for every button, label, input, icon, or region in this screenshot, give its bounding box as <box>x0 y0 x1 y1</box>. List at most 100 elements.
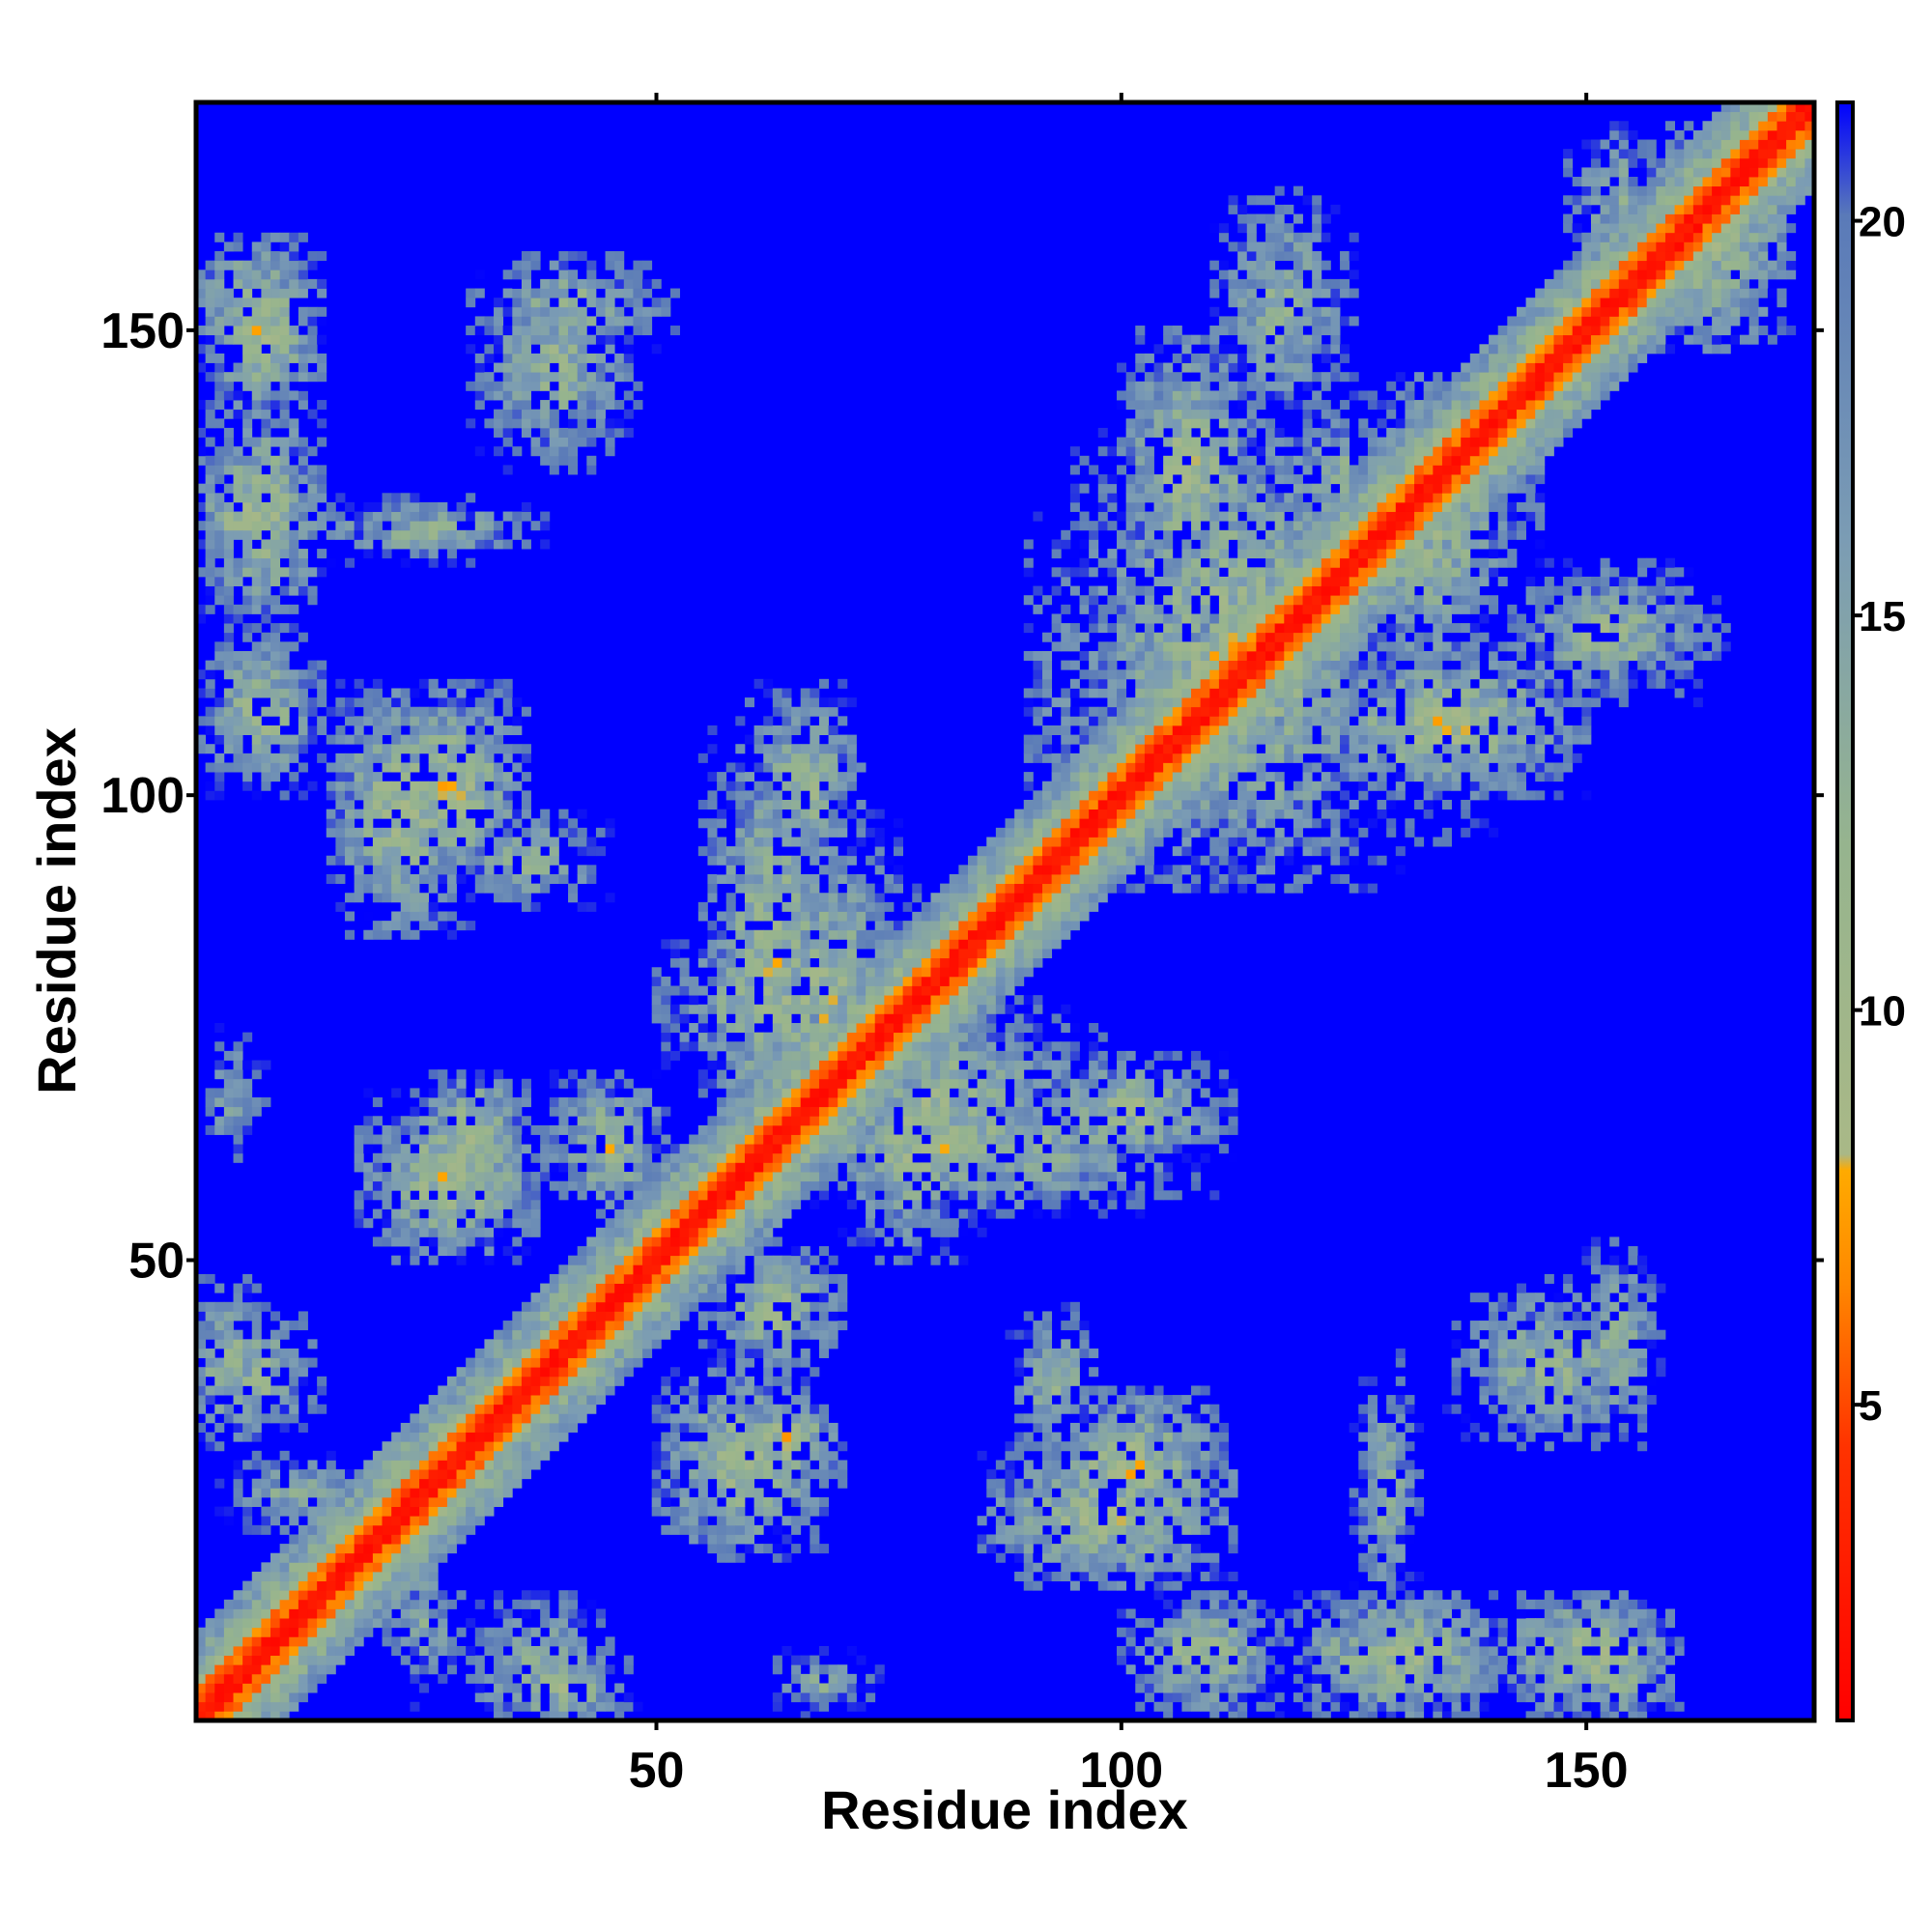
heatmap-cell <box>642 1301 653 1312</box>
heatmap-cell <box>568 827 579 838</box>
heatmap-cell <box>251 790 262 801</box>
heatmap-cell <box>549 372 559 383</box>
heatmap-cell <box>419 911 430 922</box>
heatmap-cell <box>512 306 523 317</box>
heatmap-cell <box>474 1134 485 1145</box>
heatmap-cell <box>205 1106 215 1117</box>
heatmap-cell <box>725 1544 736 1554</box>
heatmap-cell <box>502 1655 513 1665</box>
heatmap-cell <box>697 1311 708 1321</box>
heatmap-cell <box>317 1404 327 1414</box>
heatmap-cell <box>772 1004 782 1014</box>
heatmap-cell <box>289 744 299 754</box>
heatmap-cell <box>205 762 215 773</box>
heatmap-cell <box>633 298 643 308</box>
heatmap-cell <box>791 1311 802 1321</box>
heatmap-cell <box>707 827 718 838</box>
heatmap-cell <box>800 1152 810 1163</box>
heatmap-cell <box>251 1645 262 1657</box>
heatmap-cell <box>642 1190 653 1201</box>
heatmap-cell <box>818 837 829 847</box>
heatmap-cell <box>818 697 829 708</box>
heatmap-cell <box>205 669 215 680</box>
heatmap-cell <box>494 1190 504 1201</box>
heatmap-cell <box>214 474 225 485</box>
heatmap-cell <box>391 1618 402 1629</box>
heatmap-cell <box>438 1124 448 1135</box>
heatmap-cell <box>810 1004 820 1014</box>
heatmap-cell <box>772 1348 782 1358</box>
heatmap-cell <box>800 1283 810 1293</box>
heatmap-cell <box>466 493 476 503</box>
heatmap-cell <box>466 716 476 726</box>
heatmap-cell <box>270 641 281 652</box>
heatmap-cell <box>717 1152 727 1163</box>
heatmap-cell <box>419 1478 430 1489</box>
heatmap-cell <box>866 911 876 922</box>
heatmap-cell <box>866 1069 876 1080</box>
heatmap-cell <box>446 1534 457 1545</box>
heatmap-cell <box>902 949 913 959</box>
heatmap-cell <box>502 688 513 698</box>
heatmap-cell <box>233 465 243 475</box>
heatmap-cell <box>614 326 625 336</box>
heatmap-cell <box>577 1645 587 1657</box>
heatmap-cell <box>270 1552 281 1563</box>
heatmap-cell <box>800 1496 810 1507</box>
heatmap-cell <box>744 1190 754 1201</box>
heatmap-cell <box>279 1618 290 1629</box>
heatmap-cell <box>651 1404 662 1414</box>
heatmap-cell <box>772 1273 782 1284</box>
heatmap-cell <box>800 1069 810 1080</box>
heatmap-cell <box>744 1032 754 1042</box>
heatmap-cell <box>884 1190 895 1201</box>
heatmap-cell <box>725 1534 736 1545</box>
heatmap-cell <box>446 1395 457 1406</box>
heatmap-cell <box>298 762 308 773</box>
heatmap-cell <box>772 976 782 986</box>
heatmap-cell <box>856 1069 867 1080</box>
heatmap-cell <box>633 270 643 280</box>
heatmap-cell <box>568 1357 579 1368</box>
heatmap-cell <box>697 1190 708 1201</box>
heatmap-cell <box>772 1116 782 1126</box>
heatmap-cell <box>577 306 587 317</box>
heatmap-cell <box>800 1395 810 1406</box>
heatmap-cell <box>242 1516 253 1526</box>
heatmap-cell <box>372 1580 383 1591</box>
heatmap-cell <box>251 595 262 606</box>
heatmap-cell <box>410 1552 420 1563</box>
heatmap-cell <box>270 1692 281 1703</box>
heatmap-cell <box>419 865 430 875</box>
heatmap-cell <box>874 827 885 838</box>
heatmap-cell <box>568 818 579 829</box>
heatmap-cell <box>577 1636 587 1647</box>
heatmap-cell <box>781 1293 792 1303</box>
heatmap-cell <box>335 1488 346 1498</box>
heatmap-cell <box>196 400 207 411</box>
heatmap-cell <box>707 1124 718 1135</box>
heatmap-cell <box>846 1116 857 1126</box>
heatmap-cell <box>400 1580 411 1591</box>
heatmap-cell <box>679 1152 690 1163</box>
heatmap-cell <box>717 1264 727 1275</box>
heatmap-cell <box>502 1348 513 1358</box>
heatmap-cell <box>410 1580 420 1591</box>
heatmap-cell <box>307 483 318 494</box>
heatmap-cell <box>614 1264 625 1275</box>
heatmap-cell <box>818 753 829 763</box>
heatmap-cell <box>307 1506 318 1517</box>
heatmap-cell <box>577 846 587 857</box>
heatmap-cell <box>400 697 411 708</box>
heatmap-cell <box>838 799 848 810</box>
heatmap-cell <box>791 1152 802 1163</box>
heatmap-cell <box>261 613 271 624</box>
heatmap-cell <box>205 1645 215 1657</box>
heatmap-cell <box>270 762 281 773</box>
heatmap-cell <box>856 921 867 931</box>
heatmap-cell <box>568 353 579 363</box>
heatmap-cell <box>456 1199 467 1209</box>
heatmap-cell <box>791 762 802 773</box>
heatmap-cell <box>753 1134 764 1145</box>
heatmap-cell <box>642 1180 653 1191</box>
